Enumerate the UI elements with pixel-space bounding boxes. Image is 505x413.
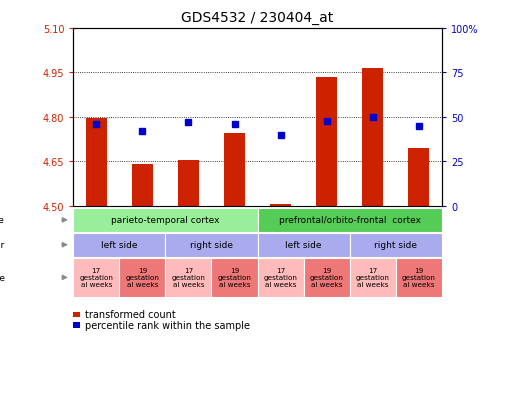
Title: GDS4532 / 230404_at: GDS4532 / 230404_at — [181, 11, 334, 25]
Bar — [363, 69, 383, 206]
Text: 19
gestation
al weeks: 19 gestation al weeks — [218, 268, 251, 288]
Text: percentile rank within the sample: percentile rank within the sample — [85, 320, 250, 330]
Text: 19
gestation
al weeks: 19 gestation al weeks — [402, 268, 436, 288]
Text: development stage: development stage — [0, 273, 5, 282]
Text: other: other — [0, 241, 5, 249]
Text: 17
gestation
al weeks: 17 gestation al weeks — [356, 268, 390, 288]
Text: prefrontal/orbito-frontal  cortex: prefrontal/orbito-frontal cortex — [279, 216, 421, 225]
Bar — [132, 165, 153, 206]
Text: left side: left side — [285, 241, 322, 249]
Bar — [270, 204, 291, 206]
Text: 17
gestation
al weeks: 17 gestation al weeks — [79, 268, 113, 288]
Text: 19
gestation
al weeks: 19 gestation al weeks — [310, 268, 343, 288]
Text: transformed count: transformed count — [85, 310, 176, 320]
Bar — [86, 119, 107, 206]
Text: 19
gestation
al weeks: 19 gestation al weeks — [125, 268, 159, 288]
Text: 17
gestation
al weeks: 17 gestation al weeks — [264, 268, 297, 288]
Text: right side: right side — [190, 241, 233, 249]
Text: right side: right side — [374, 241, 417, 249]
Text: 17
gestation
al weeks: 17 gestation al weeks — [172, 268, 206, 288]
Bar — [409, 149, 429, 206]
Text: parieto-temporal cortex: parieto-temporal cortex — [111, 216, 220, 225]
Bar — [178, 161, 199, 206]
Text: left side: left side — [101, 241, 137, 249]
Bar — [316, 78, 337, 206]
Text: tissue: tissue — [0, 216, 5, 225]
Bar — [224, 134, 245, 206]
